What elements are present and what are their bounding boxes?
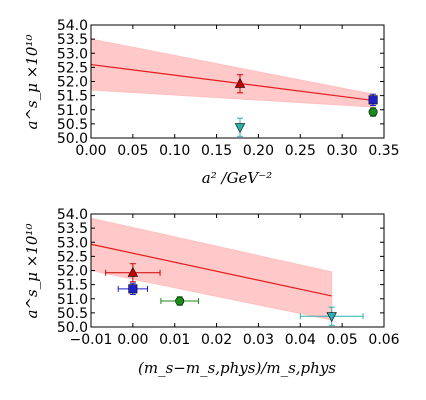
x-tick-label: 0.35 <box>368 143 399 159</box>
y-axis-label-top: a^s_μ ×10¹⁰ <box>23 35 41 130</box>
x-tick-label: 0.25 <box>285 143 316 159</box>
x-axis-label-top: a² /GeV⁻² <box>202 169 272 187</box>
data-point-triangle-down <box>234 117 246 137</box>
data-point-circle <box>160 296 200 306</box>
data-point-circle <box>368 107 378 117</box>
y-tick-label: 54.0 <box>57 18 88 34</box>
y-tick-label: 50.5 <box>57 306 88 322</box>
x-ticks-bottom: −0.01 0.00 0.01 0.02 0.03 0.04 0.05 0.06 <box>70 214 400 348</box>
x-tick-label: 0.05 <box>117 143 148 159</box>
fit-line <box>90 243 332 297</box>
y-tick-label: 53.5 <box>57 221 88 237</box>
x-tick-label: 0.15 <box>201 143 232 159</box>
plot-frame-bottom <box>90 213 385 328</box>
x-tick-label: 0.00 <box>117 332 148 348</box>
y-tick-label: 50.0 <box>57 131 88 147</box>
y-tick-label: 54.0 <box>57 207 88 223</box>
data-points-top <box>234 74 378 137</box>
y-tick-label: 50.5 <box>57 117 88 133</box>
data-point-square <box>368 93 378 107</box>
fit-line <box>90 63 374 102</box>
marker-triangle-up <box>127 266 139 277</box>
x-tick-label: 0.20 <box>243 143 274 159</box>
y-tick-label: 51.5 <box>57 278 88 294</box>
marker-triangle-up <box>234 77 246 88</box>
y-tick-label: 53.0 <box>57 46 88 62</box>
plot-frame-top <box>90 24 385 139</box>
y-tick-label: 53.5 <box>57 32 88 48</box>
y-tick-label: 51.0 <box>57 103 88 119</box>
data-point-triangle-down <box>299 306 364 326</box>
data-points-bottom <box>105 263 364 326</box>
marker-square <box>368 95 378 105</box>
y-tick-label: 51.0 <box>57 292 88 308</box>
x-tick-label: −0.01 <box>70 332 113 348</box>
marker-circle <box>175 296 185 306</box>
x-tick-label: 0.01 <box>159 332 190 348</box>
y-tick-label: 53.0 <box>57 235 88 251</box>
fit-line-bottom <box>90 243 332 297</box>
x-tick-label: 0.02 <box>201 332 232 348</box>
x-axis-label-a-top: a² /GeV⁻² <box>202 169 272 187</box>
y-tick-label: 51.5 <box>57 89 88 105</box>
y-axis-label-bottom: a^s_μ ×10¹⁰ <box>23 224 41 319</box>
marker-triangle-down <box>326 312 337 323</box>
y-tick-label: 50.0 <box>57 320 88 336</box>
fit-line-top <box>90 63 374 102</box>
marker-circle <box>368 107 378 117</box>
y-ticks-bottom: 50.050.551.051.552.052.553.053.554.0 <box>57 207 384 336</box>
x-ticks-top: 0.00 0.05 0.10 0.15 0.20 0.25 0.30 0.35 <box>75 25 400 159</box>
panel-a-squared: 0.00 0.05 0.10 0.15 0.20 0.25 0.30 0.35 50.050.… <box>23 18 400 187</box>
data-point-square <box>117 282 149 296</box>
x-tick-label: 0.06 <box>368 332 399 348</box>
x-tick-label: 0.30 <box>327 143 358 159</box>
marker-triangle-down <box>234 123 246 134</box>
y-tick-label: 52.5 <box>57 60 88 76</box>
x-axis-label-bottom: (m_s−m_s,phys)/m_s,phys <box>138 359 336 377</box>
panel-ms-deviation: −0.01 0.00 0.01 0.02 0.03 0.04 0.05 0.06 50.050… <box>23 207 400 377</box>
x-tick-label: 0.03 <box>243 332 274 348</box>
x-tick-label: 0.04 <box>285 332 316 348</box>
y-tick-label: 52.0 <box>57 75 88 91</box>
marker-square <box>128 284 138 294</box>
data-point-triangle-up <box>105 263 161 283</box>
data-point-triangle-up <box>234 74 246 94</box>
y-tick-label: 52.5 <box>57 249 88 265</box>
x-tick-label: 0.00 <box>75 143 106 159</box>
y-tick-label: 52.0 <box>57 264 88 280</box>
y-ticks-top: 50.050.551.051.552.052.553.053.554.0 <box>57 18 384 147</box>
x-tick-label: 0.05 <box>327 332 358 348</box>
x-tick-label: 0.10 <box>159 143 190 159</box>
